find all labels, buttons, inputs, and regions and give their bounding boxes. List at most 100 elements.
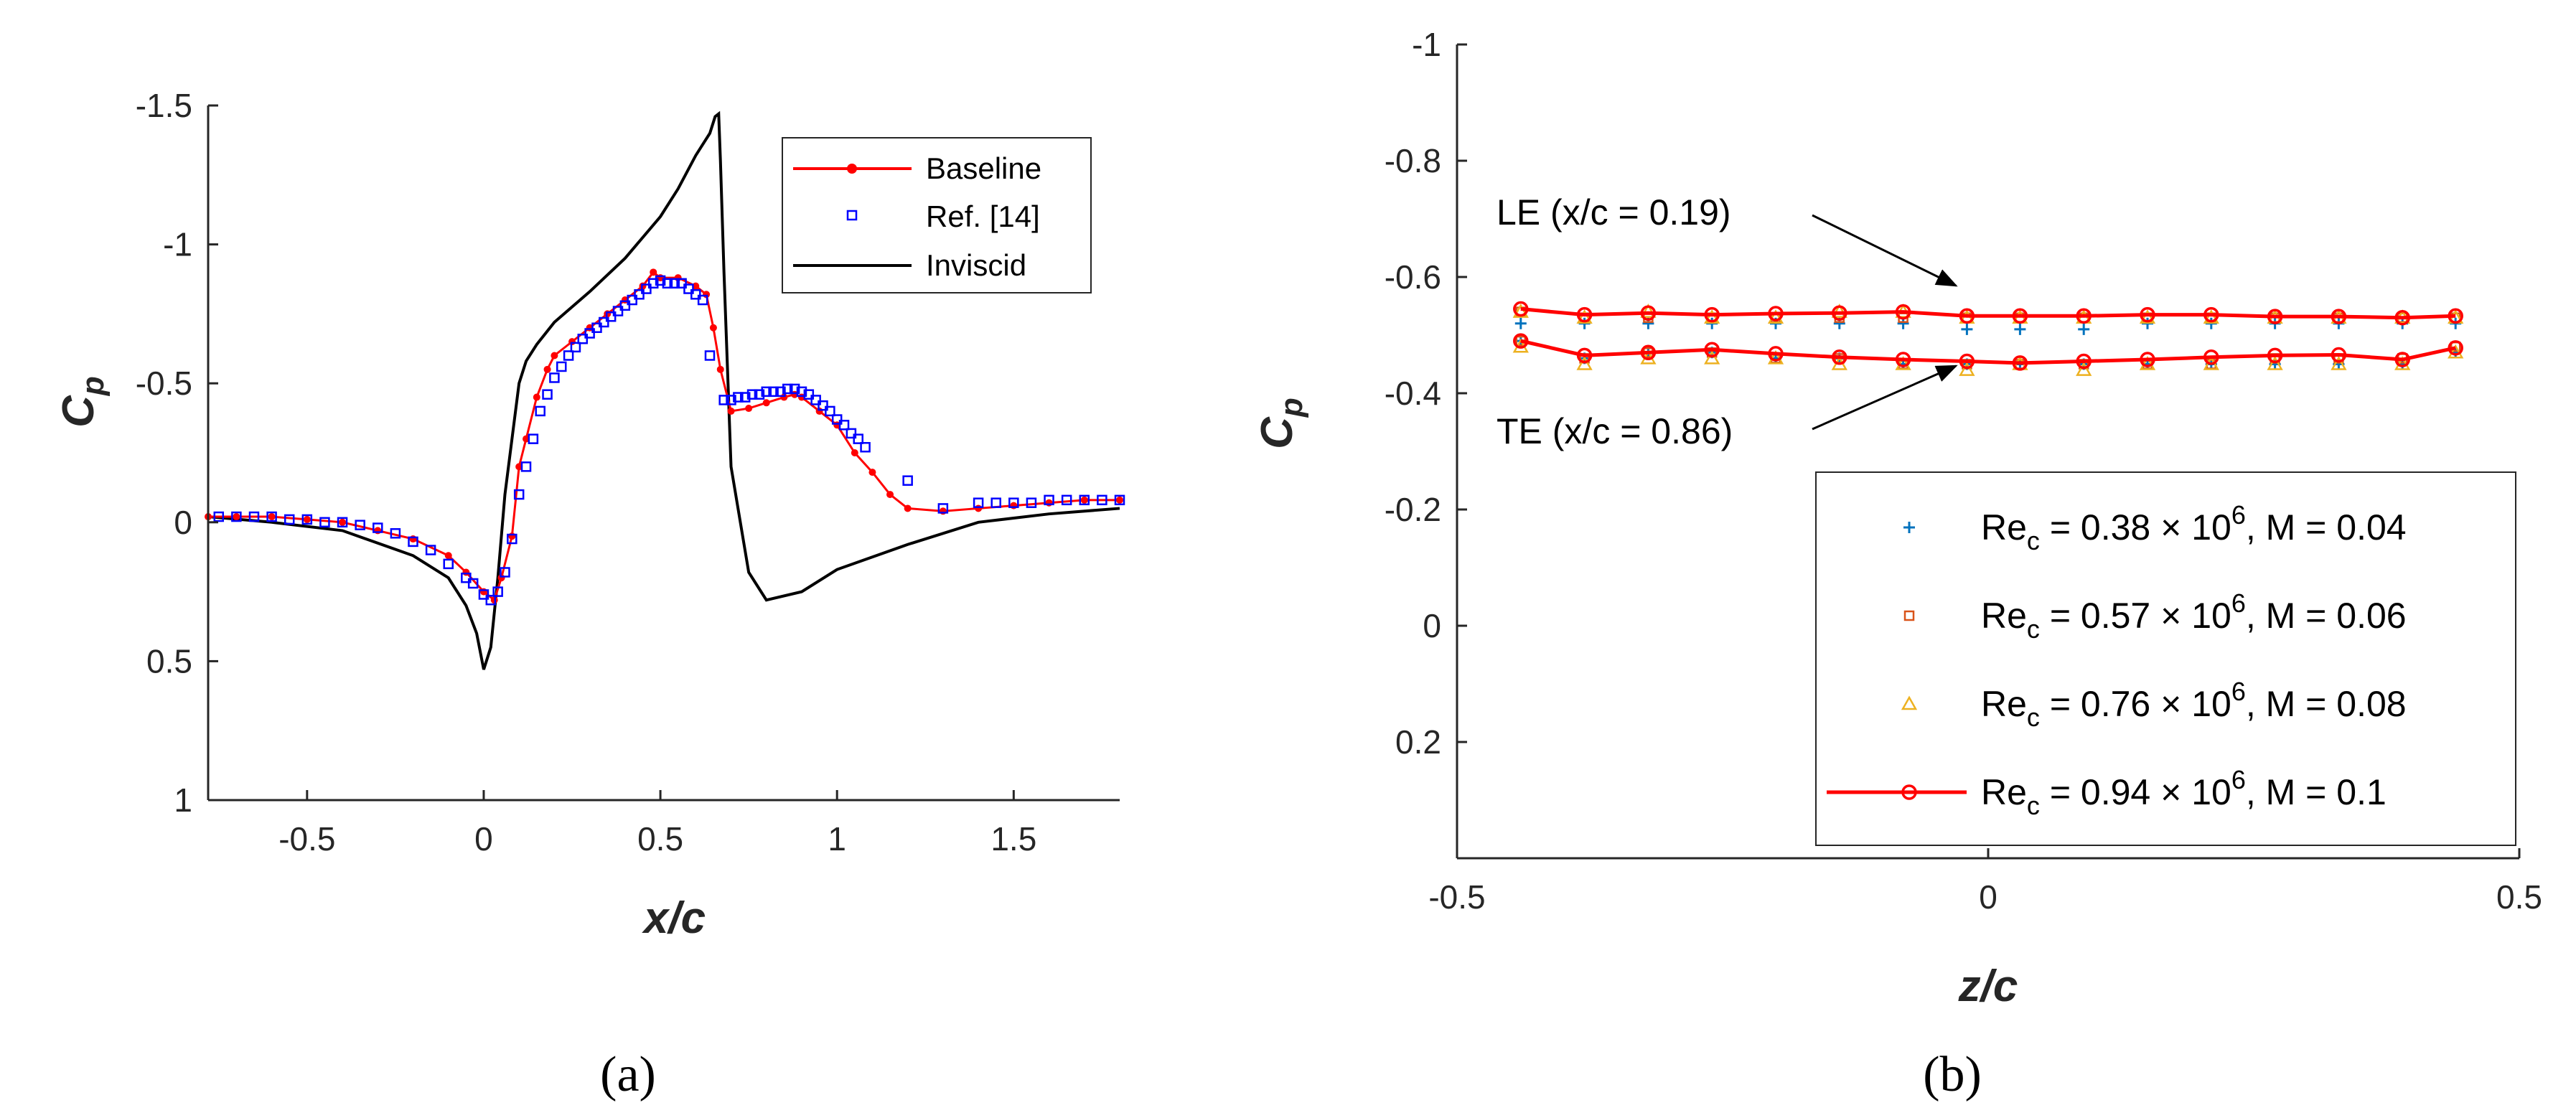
ref-point: [754, 389, 765, 400]
baseline-point: [523, 435, 530, 443]
panel-b-legend-box: [1815, 471, 2516, 846]
legend-b-entry-4: Rec = 0.94 × 106, M = 0.1: [1981, 765, 2387, 820]
legend-b-entry-1: Rec = 0.38 × 106, M = 0.04: [1981, 500, 2407, 555]
ref-point: [782, 383, 793, 395]
ref-point: [669, 278, 680, 289]
ref-point: [825, 405, 835, 417]
ref-point: [641, 283, 652, 294]
series-4-te-point: [1640, 344, 1657, 361]
ref-point: [853, 433, 863, 444]
svg-text:Cp: Cp: [54, 376, 111, 428]
series-3-te-point: [2448, 344, 2464, 359]
panel-a: -0.5 0 0.5 1 1.5 -1.5 -1 -0.5 0 0.5 1 x/c Cp Basel…: [54, 87, 1125, 1102]
panel-a-ytick-label: 0.5: [146, 642, 192, 680]
panel-b: -0.5 0 0.5 -1 -0.8 -0.6 -0.4 -0.2 0 0.2 z/c Cp LE…: [1252, 26, 2542, 1102]
baseline-point: [374, 527, 382, 535]
ref-point: [542, 389, 553, 400]
ref-point: [818, 400, 828, 411]
ref-point: [860, 442, 871, 453]
ref-point: [355, 520, 365, 530]
baseline-point: [1010, 502, 1018, 509]
ref-point: [846, 428, 857, 439]
ref-point: [1079, 494, 1090, 506]
series-4-le-point: [1768, 306, 1784, 321]
panel-a-ytick-label: -1: [163, 226, 192, 263]
series-3-le-point: [1512, 304, 1529, 318]
baseline-point: [515, 463, 523, 471]
ref-point: [973, 497, 984, 508]
ref-point: [485, 594, 497, 606]
series-4-le-point: [1576, 306, 1593, 323]
series-3-te-point: [1704, 349, 1720, 365]
series-3-te-point: [1576, 355, 1593, 370]
ref-point: [733, 392, 744, 403]
baseline-point: [462, 568, 470, 576]
ref-point: [605, 311, 617, 322]
legend-b-swatch-1: [1903, 522, 1915, 533]
series-4-te-point: [2394, 352, 2410, 367]
ref-point: [1097, 494, 1107, 506]
ref-point: [1061, 494, 1072, 506]
ref-point: [831, 414, 843, 425]
baseline-point: [479, 588, 487, 596]
ref-point: [761, 386, 772, 398]
series-4-te-point: [2140, 352, 2155, 367]
series-1-le-point: [2078, 323, 2090, 335]
ref-point: [556, 361, 567, 372]
series-4-le-point: [1513, 301, 1529, 317]
series-4-te-point: [1513, 333, 1529, 349]
ref-point: [662, 278, 673, 289]
baseline-point: [709, 324, 717, 332]
legend-b-entry-2: Rec = 0.57 × 106, M = 0.06: [1981, 588, 2407, 644]
svg-text:Cp: Cp: [1252, 398, 1309, 449]
ref-point: [390, 528, 401, 539]
baseline-point: [868, 469, 876, 476]
series-3-le-point: [1767, 309, 1784, 324]
series-4-te-point: [2076, 353, 2092, 370]
panel-a-xtick-label: 1: [828, 820, 846, 858]
ref-point: [500, 567, 510, 578]
panel-b-x-label: z/c: [1958, 962, 2018, 1011]
baseline-point: [692, 282, 700, 290]
panel-a-y-label-sub: p: [75, 376, 111, 396]
ref-point: [231, 511, 242, 522]
ref-point: [319, 517, 330, 528]
ref-point: [676, 278, 687, 289]
series-4-le-point: [2203, 306, 2219, 323]
ref-point: [408, 536, 418, 548]
ref-point: [467, 578, 479, 589]
ref-point: [690, 289, 701, 300]
panel-b-ytick-label: 0.2: [1395, 723, 1441, 761]
ref-point: [768, 386, 779, 398]
series-3-le-point: [1831, 304, 1847, 318]
ref-point: [337, 517, 348, 528]
series-4-te-point: [1576, 347, 1593, 364]
series-4-le-point: [2267, 309, 2283, 324]
series-4-te-point: [1768, 346, 1784, 362]
baseline-point: [543, 365, 551, 373]
ref-point: [810, 395, 821, 405]
ref-point: [704, 350, 716, 361]
series-3-te-point: [1895, 355, 1911, 370]
series-3-te-point: [1959, 362, 1975, 376]
panel-b-ytick-label: -0.8: [1385, 142, 1441, 179]
series-4-le-point: [1640, 305, 1657, 321]
ref-point: [577, 333, 589, 344]
ref-point: [739, 392, 751, 403]
panel-a-y-label-main: C: [54, 395, 103, 428]
series-4-le-line: [1520, 307, 2456, 320]
series-4-le-point: [2448, 308, 2463, 324]
series-3-te-point: [2139, 355, 2156, 370]
legend-b-swatch-2: [1903, 610, 1915, 621]
ref-point: [796, 386, 807, 398]
series-4-te-point: [2331, 347, 2347, 363]
series-3-te-point: [2331, 355, 2347, 370]
ref-point: [1114, 494, 1125, 506]
legend-ref-label: Ref. [14]: [926, 199, 1040, 233]
panel-a-xtick-label: 0.5: [637, 820, 683, 858]
panel-b-ytick-label: 0: [1423, 607, 1441, 644]
baseline-point: [745, 405, 753, 413]
annotation-te: TE (x/c = 0.86): [1497, 411, 1733, 451]
series-3-le-point: [1640, 304, 1657, 318]
panel-a-caption: (a): [600, 1047, 656, 1102]
